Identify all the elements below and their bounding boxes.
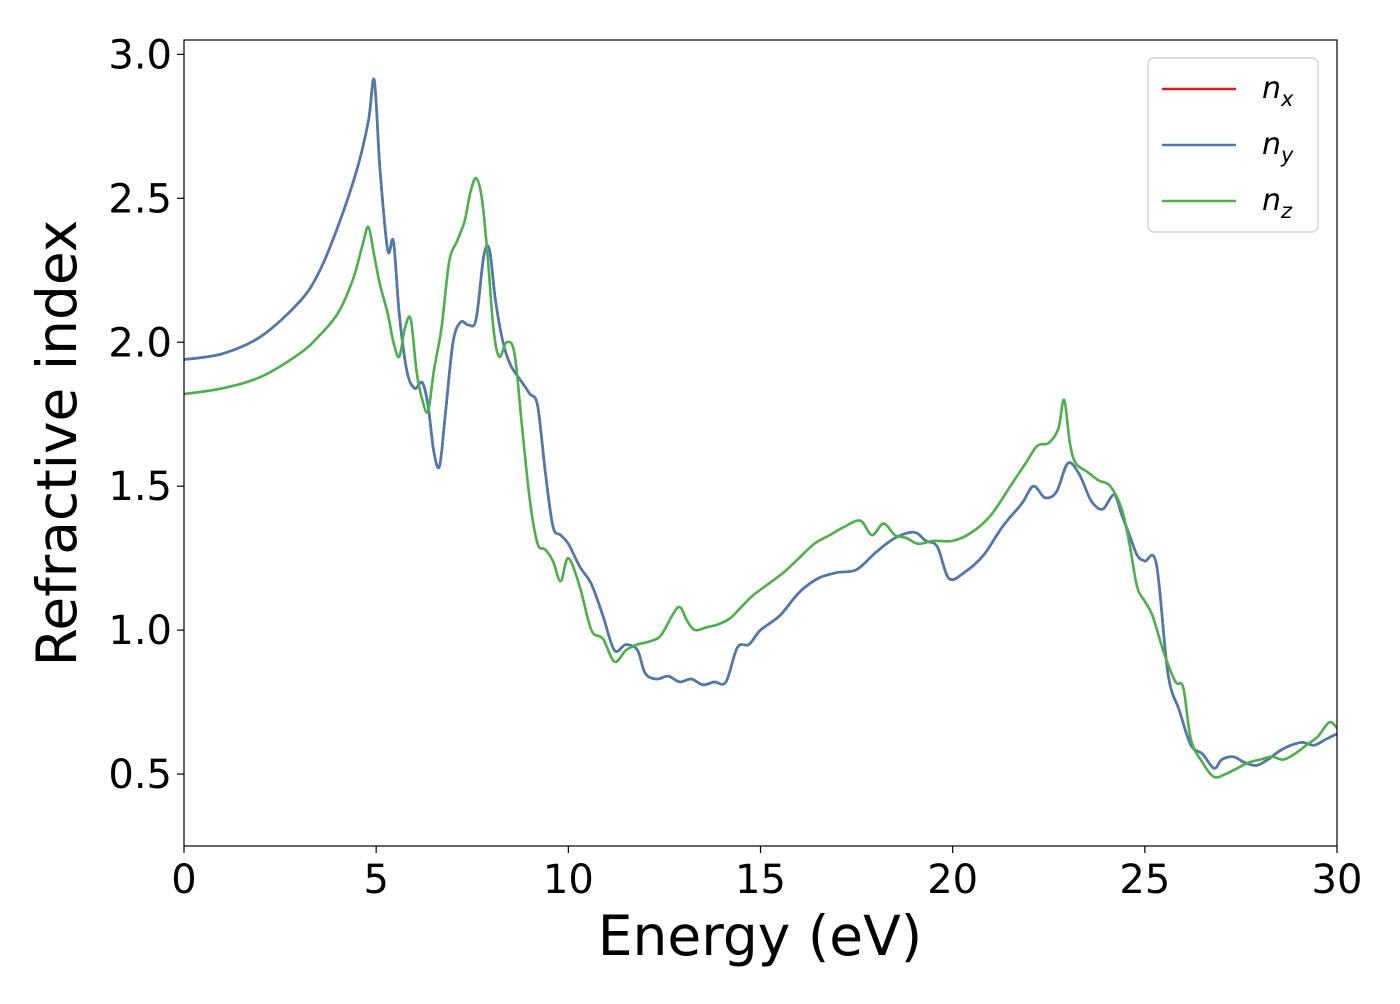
x-tick-label: 20 <box>927 857 978 903</box>
y-axis: 0.5 1.0 1.5 2.0 2.5 3.0 <box>108 32 184 798</box>
x-tick-label: 10 <box>543 857 594 903</box>
y-tick-label: 3.0 <box>108 32 172 78</box>
y-tick-label: 1.0 <box>108 608 172 654</box>
x-axis-label: Energy (eV) <box>598 904 922 968</box>
x-axis: 0 5 10 15 20 25 30 <box>171 846 1362 903</box>
legend-label-z: nz <box>1262 183 1293 223</box>
y-axis-label: Refractive index <box>25 220 89 667</box>
series-line-z <box>184 176 1337 779</box>
legend-label-x: nx <box>1262 71 1294 111</box>
x-tick-label: 0 <box>171 857 196 903</box>
series-layer <box>184 77 1337 779</box>
y-tick-label: 1.5 <box>108 464 172 510</box>
x-tick-label: 5 <box>363 857 388 903</box>
x-tick-label: 15 <box>735 857 786 903</box>
legend-label-y: ny <box>1262 127 1294 167</box>
legend: nx ny nz <box>1147 57 1319 233</box>
y-tick-label: 0.5 <box>108 752 172 798</box>
y-tick-label: 2.5 <box>108 176 172 222</box>
y-tick-label: 2.0 <box>108 320 172 366</box>
x-tick-label: 30 <box>1312 857 1363 903</box>
series-line-y <box>184 77 1337 770</box>
x-tick-label: 25 <box>1119 857 1170 903</box>
